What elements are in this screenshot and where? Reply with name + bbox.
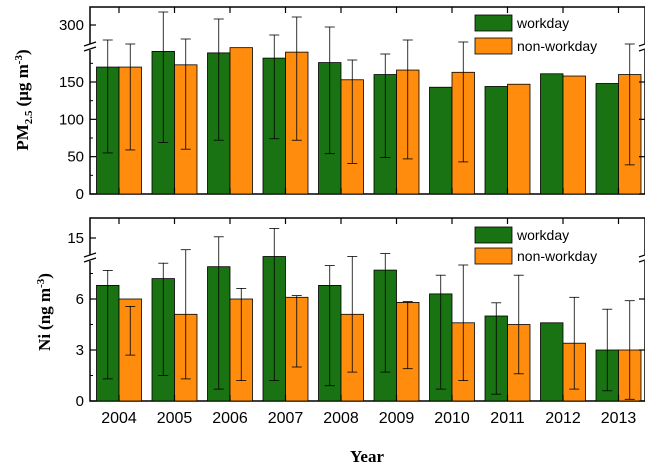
ni-ylabel-close: )	[35, 273, 54, 279]
ni-legend-nonworkday-label: non-workday	[517, 248, 597, 264]
ni-plot-frame	[89, 217, 645, 402]
pm25-legend-nonworkday-label: non-workday	[517, 38, 597, 54]
pm25-ylabel-sub: 2.5	[23, 110, 35, 124]
ni-legend-workday-label: workday	[516, 227, 569, 243]
pm25-panel: 0 50 100 150 300 workday non-workday PM2.5 (μ…	[13, 6, 645, 203]
x-tick-label-2013: 2013	[601, 410, 637, 427]
x-tick-label-2007: 2007	[268, 410, 304, 427]
ni-ytick-label-0: 0	[76, 393, 84, 410]
pm-ytick-label-50: 50	[67, 149, 84, 166]
pm25-legend: workday non-workday	[474, 14, 597, 55]
ni-ylabel-exp: -3	[35, 278, 47, 288]
pm-bar-nonworkday-2011	[507, 83, 531, 195]
pm25-x-tick-marks	[118, 7, 620, 194]
x-tick-label-2009: 2009	[379, 410, 415, 427]
ni-break-slash-a	[638, 254, 645, 258]
pm25-ylabel-close: )	[13, 49, 32, 55]
ni-break-gap-left	[84, 255, 96, 261]
ni-legend-workday-swatch	[474, 226, 513, 244]
ni-x-ticks: 2004 2005 2006 2007 2008 2009 2010 2011 2012 2013	[101, 218, 636, 427]
ni-ytick-label-6: 6	[76, 291, 84, 308]
pm25-y-ticks: 0 50 100 150 300	[59, 17, 645, 203]
ni-legend: workday non-workday	[474, 226, 597, 265]
pm25-ylabel-unit: (μg m	[13, 64, 32, 106]
pm25-y-axis-label: PM2.5 (μg m-3)	[13, 49, 35, 150]
x-axis-title: Year	[350, 447, 384, 466]
pm-bar-workday-2012	[540, 73, 564, 195]
pm-break-gap-left	[84, 44, 96, 50]
pm25-axis-break	[83, 41, 645, 52]
ni-legend-nonworkday-swatch	[474, 247, 513, 265]
pm25-ylabel-main: PM	[13, 124, 32, 150]
pm25-bars	[96, 11, 642, 195]
x-tick-label-2005: 2005	[157, 410, 193, 427]
pm25-legend-nonworkday-swatch	[474, 37, 513, 55]
ni-axis-break	[83, 252, 645, 263]
x-tick-label-2010: 2010	[434, 410, 470, 427]
pm-ytick-label-100: 100	[59, 111, 84, 128]
ni-bar-workday-2012	[540, 322, 564, 402]
pm-break-slash-b	[638, 48, 645, 52]
ni-break-gap-right	[639, 255, 645, 261]
x-tick-label-2004: 2004	[101, 410, 137, 427]
ni-break-slash-b	[83, 257, 97, 263]
pm-ytick-label-300: 300	[59, 17, 84, 34]
ni-y-axis-label: Ni (ng m-3)	[35, 273, 54, 351]
ni-ytick-label-3: 3	[76, 342, 84, 359]
pm-bar-workday-2010	[429, 86, 453, 195]
pm-bar-workday-2013	[595, 83, 619, 195]
ni-break-slash-a	[83, 252, 97, 258]
pm-bar-nonworkday-2006	[229, 47, 253, 195]
ni-ylabel-main: Ni	[35, 334, 54, 351]
pm-ytick-label-150: 150	[59, 74, 84, 91]
pm-bar-nonworkday-2012	[562, 75, 586, 195]
pm-ytick-label-0: 0	[76, 186, 84, 203]
x-tick-label-2006: 2006	[212, 410, 248, 427]
pm25-legend-workday-swatch	[474, 14, 513, 32]
ni-ytick-label-15: 15	[67, 230, 84, 247]
pm25-ylabel-exp: -3	[13, 55, 25, 65]
pm25-legend-workday-label: workday	[516, 15, 569, 31]
pm-break-gap-right	[639, 44, 645, 50]
pm-break-slash-a	[638, 43, 645, 47]
ni-break-slash-b	[638, 259, 645, 263]
ni-bars	[96, 227, 642, 402]
ni-ylabel-unit: (ng m	[35, 288, 54, 330]
pm-break-slash-a	[83, 41, 97, 47]
pm-break-slash-b	[83, 46, 97, 52]
x-tick-label-2008: 2008	[323, 410, 359, 427]
x-tick-label-2011: 2011	[490, 410, 525, 427]
ni-y-ticks: 0 3 6 15	[67, 230, 645, 410]
x-tick-label-2012: 2012	[545, 410, 581, 427]
pm-bar-workday-2011	[484, 86, 508, 195]
